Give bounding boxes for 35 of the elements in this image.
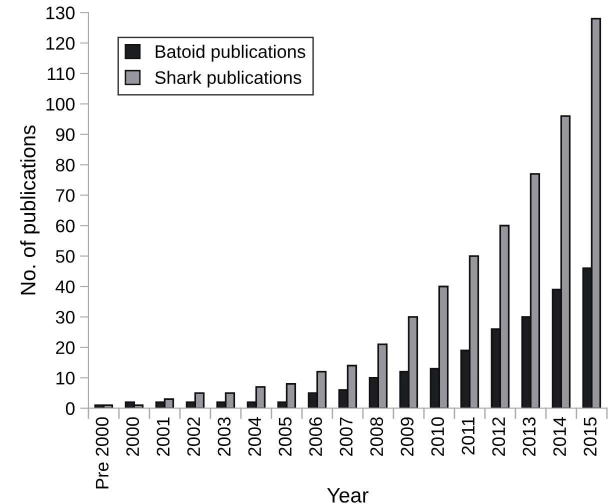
y-tick-label: 20 (56, 341, 75, 354)
x-tick-label: 2001 (156, 417, 170, 456)
y-tick-label: 50 (56, 250, 75, 263)
y-tick-label: 70 (56, 189, 75, 202)
x-tick-label: 2009 (400, 417, 414, 456)
x-tick-label: 2003 (218, 417, 231, 456)
y-tick-label: 90 (56, 128, 75, 142)
x-tick-label: 2014 (553, 417, 566, 456)
y-tick-label: 60 (56, 220, 75, 232)
x-tick-label: 2000 (126, 417, 140, 456)
y-tick-label: 0 (66, 402, 75, 415)
y-tick-label: 10 (56, 372, 75, 385)
y-tick-label: 130 (46, 6, 75, 20)
x-tick-label: 2010 (431, 417, 444, 456)
legend-label: Shark publications (155, 70, 302, 88)
y-tick-label: 30 (56, 310, 75, 324)
x-tick-label: 2013 (522, 417, 536, 456)
y-tick-label: 120 (46, 36, 75, 50)
x-tick-label: 2005 (278, 417, 292, 456)
x-axis-title: Year (327, 488, 368, 503)
x-tick-label: 2015 (584, 417, 597, 456)
legend-label: Batoid publications (156, 44, 306, 62)
y-tick-label: 80 (56, 158, 75, 172)
x-tick-label: 2002 (187, 417, 200, 456)
x-tick-label: 2012 (492, 417, 506, 456)
x-tick-label: 2006 (309, 417, 322, 456)
x-tick-label: 2008 (370, 417, 384, 456)
y-tick-label: 40 (56, 280, 75, 294)
y-axis-title: No. of publications (20, 125, 40, 294)
x-tick-label: 2011 (462, 417, 475, 454)
x-tick-label: 2004 (248, 417, 262, 456)
x-tick-label: 2007 (340, 417, 353, 456)
x-tick-label: Pre 2000 (96, 417, 109, 488)
y-tick-label: 110 (48, 67, 75, 80)
y-tick-label: 100 (46, 98, 75, 111)
